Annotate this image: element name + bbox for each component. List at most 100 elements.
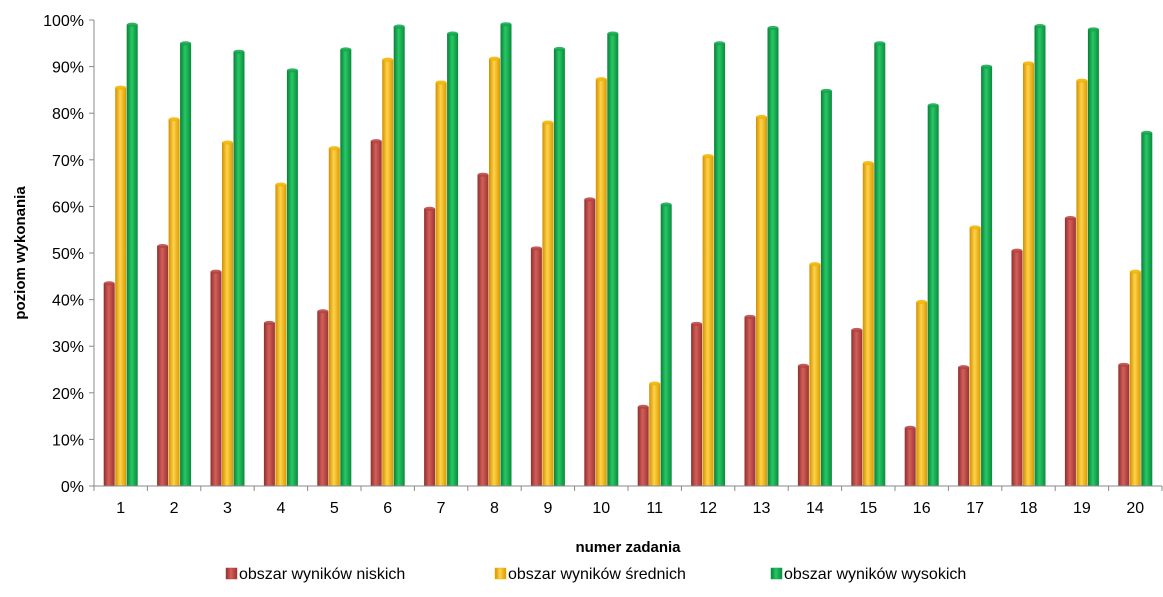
bar-low [744,316,756,486]
y-tick-label: 60% [52,199,84,216]
legend-swatch [770,567,783,580]
bar-cap [595,77,607,82]
bar-low [210,271,222,486]
bar-high [126,24,138,486]
bar-mid [862,163,874,486]
bar-mid [702,156,714,486]
bar-mid [115,87,127,486]
x-tick-label: 15 [859,500,877,517]
bar-cap [126,22,138,27]
bar-cap [660,202,672,207]
bar-cap [233,49,245,54]
x-tick-label: 9 [543,500,552,517]
y-tick-label: 0% [61,479,84,496]
bar-cap [210,269,222,274]
bar-low [477,174,489,486]
bar-low [530,248,542,486]
bar-low [157,246,169,486]
legend-label: obszar wyników niskich [239,566,405,583]
bar-high [340,49,352,486]
bar-low [317,311,329,486]
legend-label: obszar wyników wysokich [784,566,966,583]
bar-high [981,66,993,486]
bar-high [1034,26,1046,486]
x-tick-label: 8 [490,500,499,517]
bar-low [691,323,703,486]
bar-cap [756,114,767,119]
bar-high [607,33,619,486]
x-tick-label: 17 [966,500,984,517]
x-tick-label: 10 [592,500,610,517]
x-tick-label: 19 [1073,500,1091,517]
bar-high [180,43,192,487]
bar-cap [702,154,714,159]
bar-mid [328,148,340,486]
y-tick-label: 100% [43,13,84,30]
bar-cap [489,56,500,61]
bar-low [424,208,436,487]
bar-mid [435,82,447,486]
bar-low [958,367,970,486]
x-tick-label: 3 [223,500,232,517]
bar-cap [1064,216,1076,221]
bar-high [820,90,832,486]
legend-swatch [225,567,238,580]
y-tick-label: 50% [52,246,84,263]
y-axis-ticks: 0% 10% 20% 30% 40% 50% 60% 70% 80% 90% 100% [43,13,94,496]
bar-cap [340,47,352,52]
y-tick-label: 20% [52,386,84,403]
bar-high [767,27,779,487]
bar-high [447,33,459,486]
bar-low [1118,364,1130,486]
x-tick-label: 11 [646,500,663,517]
bar-high [1141,132,1153,486]
bar-cap [851,327,863,332]
bar-high [393,26,405,487]
bar-low [904,427,916,486]
y-tick-label: 40% [52,293,84,310]
y-tick-label: 80% [52,106,84,123]
x-tick-label: 16 [913,500,931,517]
bar-cap [874,41,886,46]
bar-low [637,406,649,486]
bar-cap [222,140,233,145]
bar-mid [542,122,554,487]
bar-cap [969,225,981,230]
bar-mid [382,59,394,487]
x-tick-label: 6 [383,500,392,517]
bar-low [370,141,382,486]
bar-mid [1129,271,1141,486]
bar-mid [275,184,287,487]
bar-cap [382,57,394,62]
bar-cap [328,146,340,151]
bar-cap [286,68,298,73]
x-tick-label: 4 [276,500,285,517]
bar-high [553,48,565,486]
bar-high [874,43,886,487]
bar-cap [927,103,939,108]
bar-cap [1034,24,1046,29]
bar-cap [477,172,489,177]
bar-cap [1141,130,1153,135]
bar-cap [1023,61,1034,66]
bar-cap [180,41,192,46]
bar-cap [862,161,874,166]
x-axis-ticks: 1 2 3 4 5 6 7 8 9 10 11 12 13 14 15 16 17 18 19 20 [93,486,1163,517]
bar-cap [637,404,649,409]
bar-high [660,204,672,486]
y-tick-label: 70% [52,153,84,170]
y-axis-title: poziom wykonania [12,186,29,320]
bar-mid [809,264,821,486]
bar-cap [393,24,405,29]
x-axis-title: numer zadania [575,539,681,556]
x-tick-label: 2 [170,500,179,517]
bar-cap [916,299,928,304]
bar-cap [1076,78,1088,83]
x-tick-label: 18 [1020,500,1038,517]
bar-mid [222,142,233,487]
x-tick-label: 14 [806,500,824,517]
bar-cap [553,46,565,51]
x-tick-label: 7 [437,500,446,517]
